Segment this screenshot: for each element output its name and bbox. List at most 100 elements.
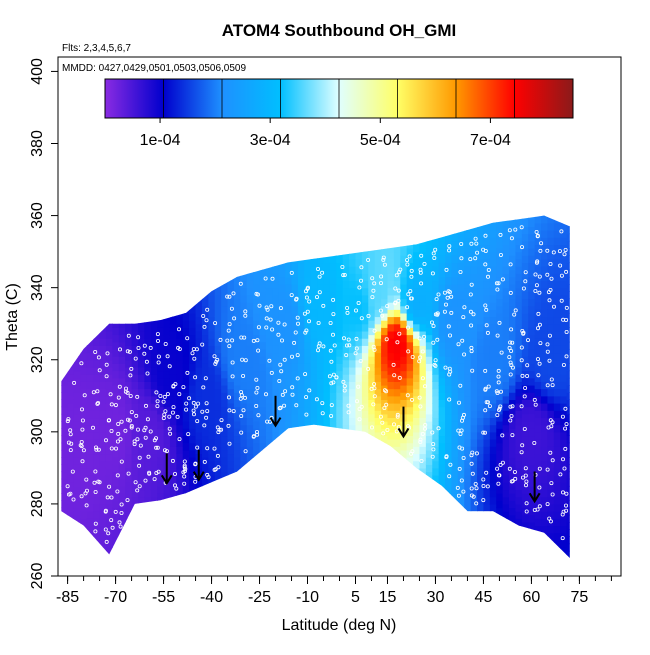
sample-point (109, 446, 114, 451)
field-cell (534, 381, 542, 390)
sample-point (422, 334, 427, 339)
field-cell (451, 485, 459, 494)
field-cell (99, 345, 107, 354)
field-cell (528, 514, 536, 523)
field-cell (483, 460, 491, 469)
field-cell (566, 413, 570, 422)
sample-point (474, 241, 479, 246)
field-cell (195, 439, 203, 447)
field-cell (118, 478, 126, 487)
sample-point (435, 312, 440, 317)
field-cell (393, 294, 401, 303)
field-cell (528, 363, 536, 372)
field-cell (432, 453, 440, 462)
field-cell (137, 395, 145, 404)
sample-point (162, 448, 167, 453)
sample-point (521, 286, 526, 291)
sample-point (417, 336, 422, 341)
field-cell (336, 320, 344, 328)
field-cell (214, 467, 222, 476)
field-cell (374, 338, 382, 346)
field-cell (489, 244, 497, 253)
field-cell (118, 529, 126, 537)
field-cell (528, 205, 535, 213)
field-cell (304, 341, 312, 350)
field-cell (464, 381, 472, 390)
field-cell (246, 388, 254, 397)
sample-point (241, 373, 246, 378)
field-cell (483, 446, 491, 455)
field-cell (278, 341, 286, 350)
field-cell (547, 266, 555, 274)
field-cell (125, 403, 133, 411)
field-cell (361, 287, 369, 296)
field-cell (470, 230, 478, 238)
field-cell (483, 222, 491, 231)
sample-point (433, 247, 438, 252)
field-cell (361, 424, 369, 433)
field-cell (560, 280, 568, 289)
sample-point (279, 338, 284, 343)
field-cell (464, 338, 472, 346)
field-cell (368, 284, 376, 292)
field-cell (521, 312, 529, 321)
field-cell (131, 460, 139, 469)
sample-point (470, 471, 475, 476)
field-cell (131, 475, 139, 483)
field-cell (419, 309, 427, 318)
field-cell (425, 233, 433, 242)
sample-point (115, 439, 120, 444)
field-cell (445, 341, 453, 350)
field-cell (451, 478, 459, 487)
field-cell (342, 287, 350, 296)
field-cell (233, 341, 241, 350)
field-cell (265, 431, 273, 440)
field-cell (534, 251, 542, 260)
sample-point (519, 225, 524, 230)
field-cell (323, 370, 331, 379)
sample-point (382, 405, 387, 410)
field-cell (541, 460, 549, 469)
field-cell (515, 525, 523, 534)
field-cell (73, 363, 81, 372)
field-cell (285, 327, 293, 336)
field-cell (182, 478, 190, 487)
field-cell (278, 363, 286, 372)
field-cell (137, 439, 145, 447)
field-cell (291, 356, 299, 364)
sample-point (455, 485, 460, 490)
sample-point (239, 430, 244, 435)
sample-point (494, 389, 499, 394)
sample-point (148, 429, 153, 434)
field-cell (118, 421, 126, 429)
field-cell (413, 258, 421, 267)
field-cell (432, 280, 440, 289)
field-cell (521, 363, 529, 372)
field-cell (541, 244, 549, 253)
field-cell (336, 363, 344, 372)
field-cell (157, 334, 165, 343)
sample-point (113, 509, 118, 514)
field-cell (137, 330, 145, 339)
field-cell (105, 424, 113, 433)
field-cell (528, 356, 536, 364)
x-axis: -85 -70 -55 -40 -25 -10 5 15 30 45 60 75 (56, 576, 612, 606)
field-cell (169, 395, 177, 404)
field-cell (240, 424, 248, 433)
field-cell (541, 381, 549, 390)
field-cell (477, 302, 485, 310)
field-cell (566, 478, 570, 487)
field-cell (291, 406, 299, 415)
field-cell (317, 291, 325, 300)
field-cell (489, 395, 497, 404)
field-cell (483, 345, 491, 354)
field-cell (201, 464, 209, 473)
field-cell (470, 215, 478, 224)
field-cell (99, 431, 107, 440)
flights-note: Flts: 2,3,4,5,6,7 (62, 43, 131, 54)
field-cell (259, 262, 267, 271)
sample-point (205, 446, 210, 451)
field-cell (515, 496, 523, 505)
field-cell (137, 424, 145, 433)
sample-point (103, 509, 108, 514)
